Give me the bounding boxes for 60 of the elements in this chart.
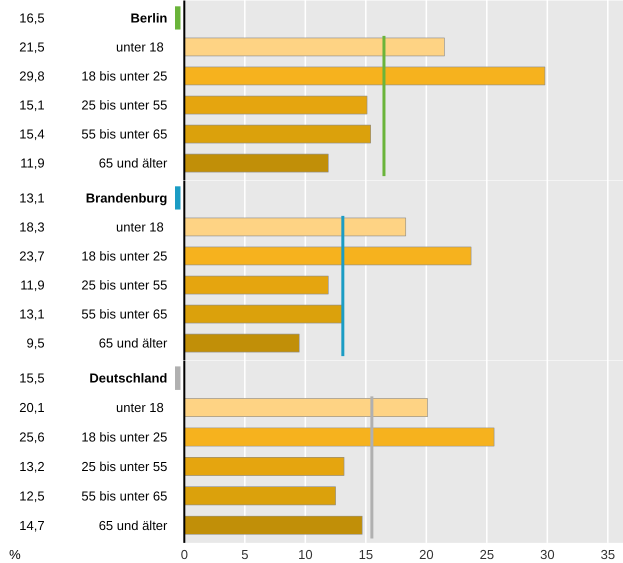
- y-tick-label: 18 bis unter 25: [81, 68, 168, 84]
- bar: [184, 246, 472, 266]
- y-tick-label: unter 18: [116, 39, 164, 54]
- bar: [184, 154, 329, 172]
- y-tick-label: 18 bis unter 25: [81, 248, 168, 264]
- x-tick-label: 5: [241, 547, 248, 562]
- y-tick-label: 65 und älter: [98, 518, 168, 533]
- text: 16,5: [19, 10, 45, 26]
- y-tick-label: 55 bis unter 65: [81, 488, 168, 504]
- bar: [184, 38, 445, 56]
- bar: [184, 428, 494, 446]
- data-label: 14,7: [19, 518, 45, 533]
- data-label: 11,9: [20, 278, 45, 293]
- y-tick-label: 55 bis unter 65: [81, 306, 168, 322]
- data-label: 11,9: [20, 156, 45, 171]
- x-tick-label: 10: [298, 547, 313, 562]
- y-tick-label: 18 bis unter 25: [81, 429, 168, 444]
- y-tick-label: 65 und älter: [98, 156, 168, 171]
- legend-label: Berlin: [130, 10, 168, 26]
- bar: [184, 486, 336, 506]
- bar: [184, 218, 406, 236]
- x-tick-label: 35: [600, 547, 616, 562]
- data-label: 23,7: [19, 248, 45, 264]
- data-label: 20,1: [19, 400, 45, 416]
- x-tick-label: 30: [540, 547, 555, 562]
- x-axis-title: %: [9, 547, 22, 562]
- text: 13,1: [19, 190, 45, 206]
- bar: [184, 124, 371, 144]
- data-label: 15,4: [19, 126, 45, 142]
- bar: [184, 66, 546, 86]
- bar: [184, 516, 362, 535]
- legend-label: Deutschland: [89, 370, 168, 386]
- y-tick-label: unter 18: [116, 400, 164, 416]
- x-tick-label: 0: [180, 547, 188, 562]
- bar: [184, 276, 329, 294]
- x-tick-label: 25: [480, 547, 494, 562]
- data-label: 13,1: [19, 306, 45, 322]
- bar: [184, 456, 344, 476]
- bar: [184, 398, 428, 417]
- bar: [184, 96, 368, 114]
- y-tick-label: 25 bis unter 55: [81, 98, 168, 113]
- text: 15,5: [19, 370, 45, 386]
- bar: [184, 334, 300, 352]
- x-tick-label: 15: [358, 547, 374, 562]
- data-label: 25,6: [19, 429, 45, 444]
- data-label: 21,5: [19, 39, 45, 54]
- data-label: 18,3: [19, 219, 45, 234]
- data-label: 13,2: [19, 458, 45, 474]
- data-label: 15,1: [19, 98, 45, 113]
- bar: [184, 304, 344, 324]
- data-label: 29,8: [19, 68, 45, 84]
- y-tick-label: 55 bis unter 65: [81, 126, 168, 142]
- data-label: 9,5: [26, 336, 45, 351]
- legend-label: Brandenburg: [86, 190, 168, 206]
- data-label: 12,5: [19, 488, 45, 504]
- y-tick-label: 65 und älter: [98, 336, 168, 351]
- x-tick-label: 20: [419, 547, 434, 562]
- y-tick-label: 25 bis unter 55: [81, 278, 168, 293]
- y-tick-label: unter 18: [116, 219, 164, 234]
- y-tick-label: 25 bis unter 55: [81, 458, 168, 474]
